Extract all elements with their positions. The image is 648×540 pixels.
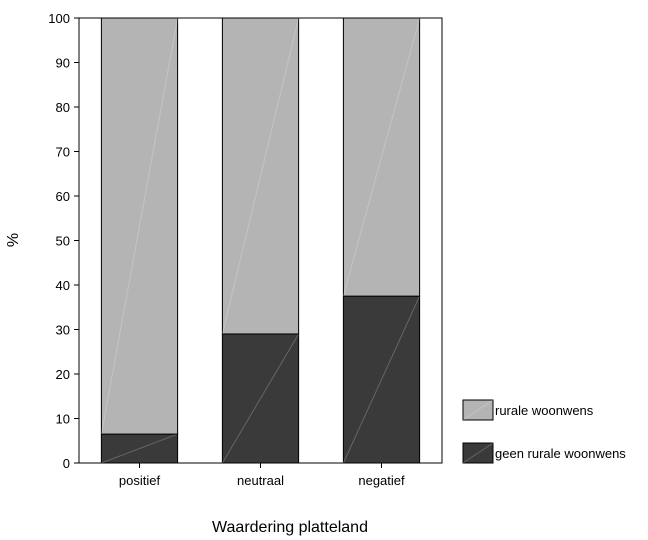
- x-axis: positief neutraal negatief: [119, 463, 405, 488]
- y-axis-title: %: [5, 233, 22, 247]
- bar-positief-1: [100, 17, 179, 435]
- y-tick-label-20: 20: [56, 367, 70, 382]
- y-tick-label-60: 60: [56, 189, 70, 204]
- bar-negatief-1: [342, 17, 421, 297]
- y-tick-label-10: 10: [56, 412, 70, 427]
- bar-sheen-positief-0: [101, 433, 178, 464]
- bar-sheen-negatief-1: [342, 17, 421, 297]
- x-tick-label-positief: positief: [119, 473, 161, 488]
- y-tick-label-70: 70: [56, 145, 70, 160]
- bar-sheen-negatief-0: [342, 295, 421, 464]
- bar-positief-0: [100, 433, 179, 464]
- y-tick-label-90: 90: [56, 56, 70, 71]
- x-axis-title: Waardering platteland: [212, 519, 368, 536]
- legend-swatch-0: [462, 399, 494, 421]
- x-tick-label-neutraal: neutraal: [237, 473, 284, 488]
- y-tick-label-30: 30: [56, 323, 70, 338]
- y-tick-label-100: 100: [48, 11, 70, 26]
- y-tick-label-0: 0: [63, 456, 70, 471]
- bar-negatief-0: [342, 295, 421, 464]
- bars-group: [100, 17, 421, 464]
- bar-sheen-neutraal-1: [221, 17, 300, 335]
- bar-sheen-positief-1: [100, 17, 179, 435]
- y-tick-label-40: 40: [56, 278, 70, 293]
- y-tick-label-80: 80: [56, 100, 70, 115]
- bar-neutraal-0: [221, 333, 300, 464]
- legend-swatch-1: [462, 442, 494, 464]
- legend-label-0: rurale woonwens: [495, 403, 594, 418]
- bar-sheen-neutraal-0: [221, 333, 300, 464]
- legend-swatch-sheen-0: [462, 399, 494, 421]
- x-tick-label-negatief: negatief: [358, 473, 405, 488]
- y-axis: 0 10 20 30 40 50 60 70 80 90 100: [48, 11, 79, 471]
- legend-swatch-sheen-1: [462, 442, 494, 464]
- legend-label-1: geen rurale woonwens: [495, 446, 626, 461]
- bar-neutraal-1: [221, 17, 300, 335]
- legend: rurale woonwens geen rurale woonwens: [462, 399, 626, 464]
- y-tick-label-50: 50: [56, 234, 70, 249]
